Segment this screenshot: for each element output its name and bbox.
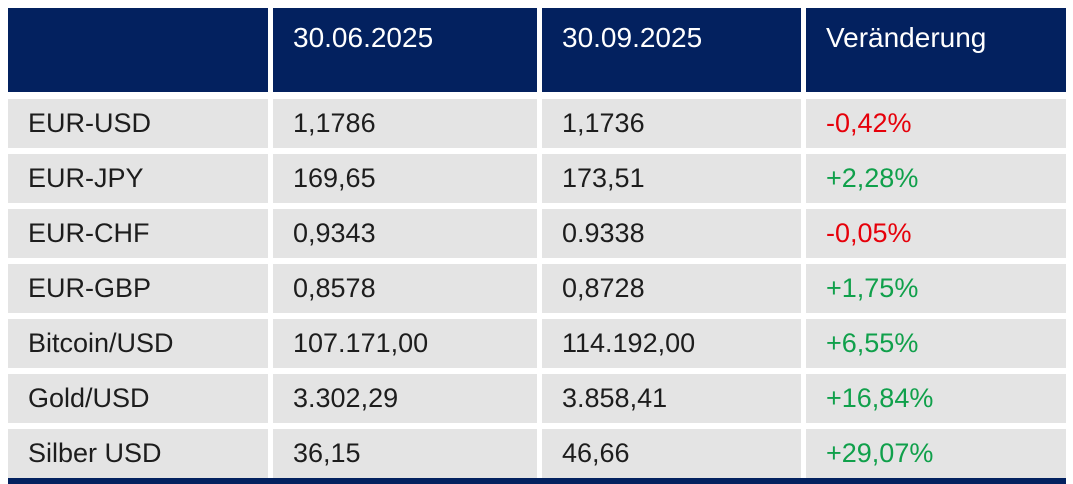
value-date-1: 3.302,29 [273, 374, 537, 423]
table-row: Bitcoin/USD 107.171,00 114.192,00 +6,55% [8, 319, 1066, 368]
value-date-1: 36,15 [273, 429, 537, 478]
value-date-1: 169,65 [273, 154, 537, 203]
value-date-1: 107.171,00 [273, 319, 537, 368]
market-data-table: 30.06.2025 30.09.2025 Veränderung EUR-US… [8, 8, 1066, 484]
value-date-2: 1,1736 [542, 99, 801, 148]
instrument-label: EUR-GBP [8, 264, 268, 313]
table-header-row: 30.06.2025 30.09.2025 Veränderung [8, 8, 1066, 92]
header-date-1: 30.06.2025 [273, 8, 537, 92]
value-date-2: 0,8728 [542, 264, 801, 313]
change-value: +2,28% [806, 154, 1066, 203]
change-value: +1,75% [806, 264, 1066, 313]
header-date-2: 30.09.2025 [542, 8, 801, 92]
table-row: EUR-CHF 0,9343 0.9338 -0,05% [8, 209, 1066, 258]
instrument-label: EUR-CHF [8, 209, 268, 258]
header-change-label: Veränderung [806, 8, 1066, 92]
table-row: Silber USD 36,15 46,66 +29,07% [8, 429, 1066, 478]
instrument-label: Silber USD [8, 429, 268, 478]
table-bottom-rule [8, 478, 1066, 484]
value-date-1: 0,9343 [273, 209, 537, 258]
change-value: -0,42% [806, 99, 1066, 148]
instrument-label: EUR-USD [8, 99, 268, 148]
instrument-label: Bitcoin/USD [8, 319, 268, 368]
change-value: -0,05% [806, 209, 1066, 258]
change-value: +6,55% [806, 319, 1066, 368]
value-date-2: 3.858,41 [542, 374, 801, 423]
value-date-1: 1,1786 [273, 99, 537, 148]
change-value: +16,84% [806, 374, 1066, 423]
value-date-2: 46,66 [542, 429, 801, 478]
value-date-2: 0.9338 [542, 209, 801, 258]
header-empty-cell [8, 8, 268, 92]
table-row: EUR-USD 1,1786 1,1736 -0,42% [8, 99, 1066, 148]
table-row: EUR-JPY 169,65 173,51 +2,28% [8, 154, 1066, 203]
table-row: EUR-GBP 0,8578 0,8728 +1,75% [8, 264, 1066, 313]
change-value: +29,07% [806, 429, 1066, 478]
value-date-2: 114.192,00 [542, 319, 801, 368]
instrument-label: Gold/USD [8, 374, 268, 423]
table-body: EUR-USD 1,1786 1,1736 -0,42% EUR-JPY 169,65 17… [8, 99, 1066, 478]
table-row: Gold/USD 3.302,29 3.858,41 +16,84% [8, 374, 1066, 423]
value-date-2: 173,51 [542, 154, 801, 203]
value-date-1: 0,8578 [273, 264, 537, 313]
instrument-label: EUR-JPY [8, 154, 268, 203]
